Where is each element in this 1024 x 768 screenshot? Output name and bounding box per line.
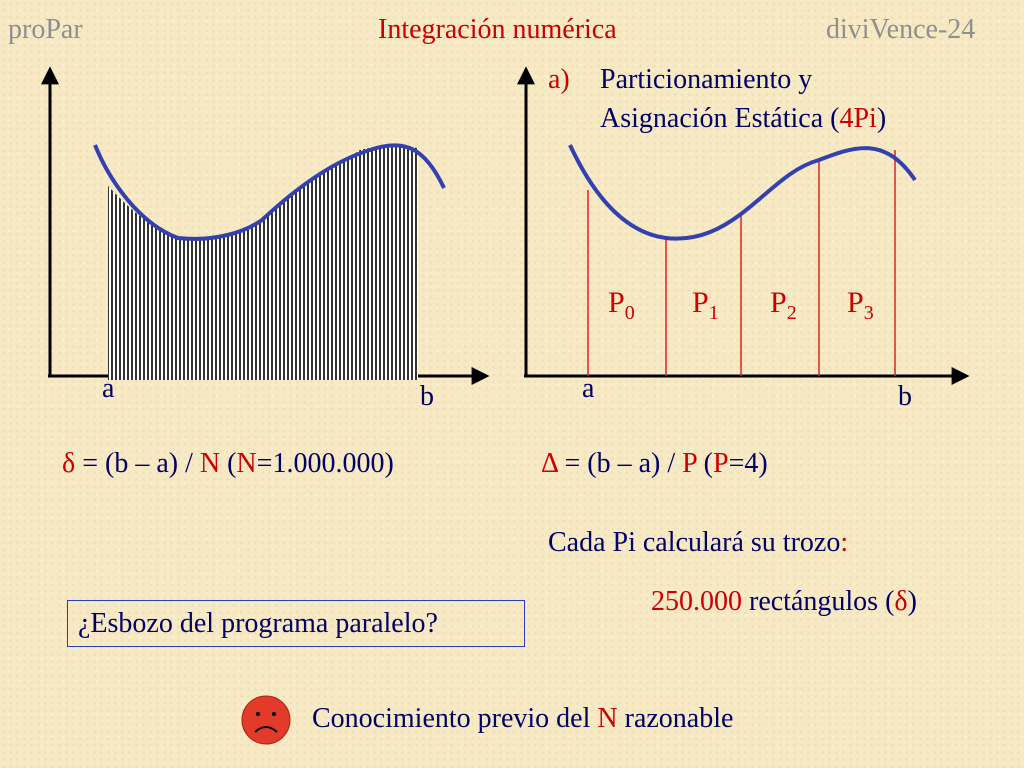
panel-title-text: Asignación Estática ( xyxy=(600,103,840,134)
right-axis-label-b: b xyxy=(898,381,912,412)
right-axis-label-a: a xyxy=(582,373,595,404)
panel-title-close: ) xyxy=(876,103,887,134)
slide-title: Integración numérica xyxy=(378,14,617,45)
question-box: ¿Esbozo del programa paralelo? xyxy=(67,600,525,647)
right-chart xyxy=(517,66,970,385)
item-letter: a) xyxy=(548,64,570,95)
question-text: ¿Esbozo del programa paralelo? xyxy=(78,608,438,639)
partition-label-p0: P0 xyxy=(608,286,635,324)
left-axis-label-a: a xyxy=(102,373,115,404)
rectangles-text: 250.000 rectángulos (δ) xyxy=(651,586,917,617)
panel-title-line2: Asignación Estática (4Pi) xyxy=(600,103,886,135)
right-curve xyxy=(568,144,917,241)
header-left: proPar xyxy=(8,14,83,45)
left-axis-label-b: b xyxy=(420,381,434,412)
left-chart xyxy=(41,66,490,385)
panel-title-line1: Particionamiento y xyxy=(600,64,813,95)
riemann-rectangles xyxy=(108,146,418,380)
partition-label-p2: P2 xyxy=(770,286,797,324)
formula-right: Δ = (b – a) / P (P=4) xyxy=(541,448,768,479)
panel-title-4pi: 4Pi xyxy=(839,103,877,134)
partition-label-p3: P3 xyxy=(847,286,874,324)
formula-left: δ = (b – a) / N (N=1.000.000) xyxy=(62,448,394,479)
sad-face-icon xyxy=(241,695,291,745)
cada-pi-text: Cada Pi calculará su trozo: xyxy=(548,527,849,558)
partition-label-p1: P1 xyxy=(692,286,719,324)
bottom-statement: Conocimiento previo del N razonable xyxy=(312,703,734,734)
left-curve xyxy=(93,143,446,241)
header-right: diviVence-24 xyxy=(826,14,976,45)
